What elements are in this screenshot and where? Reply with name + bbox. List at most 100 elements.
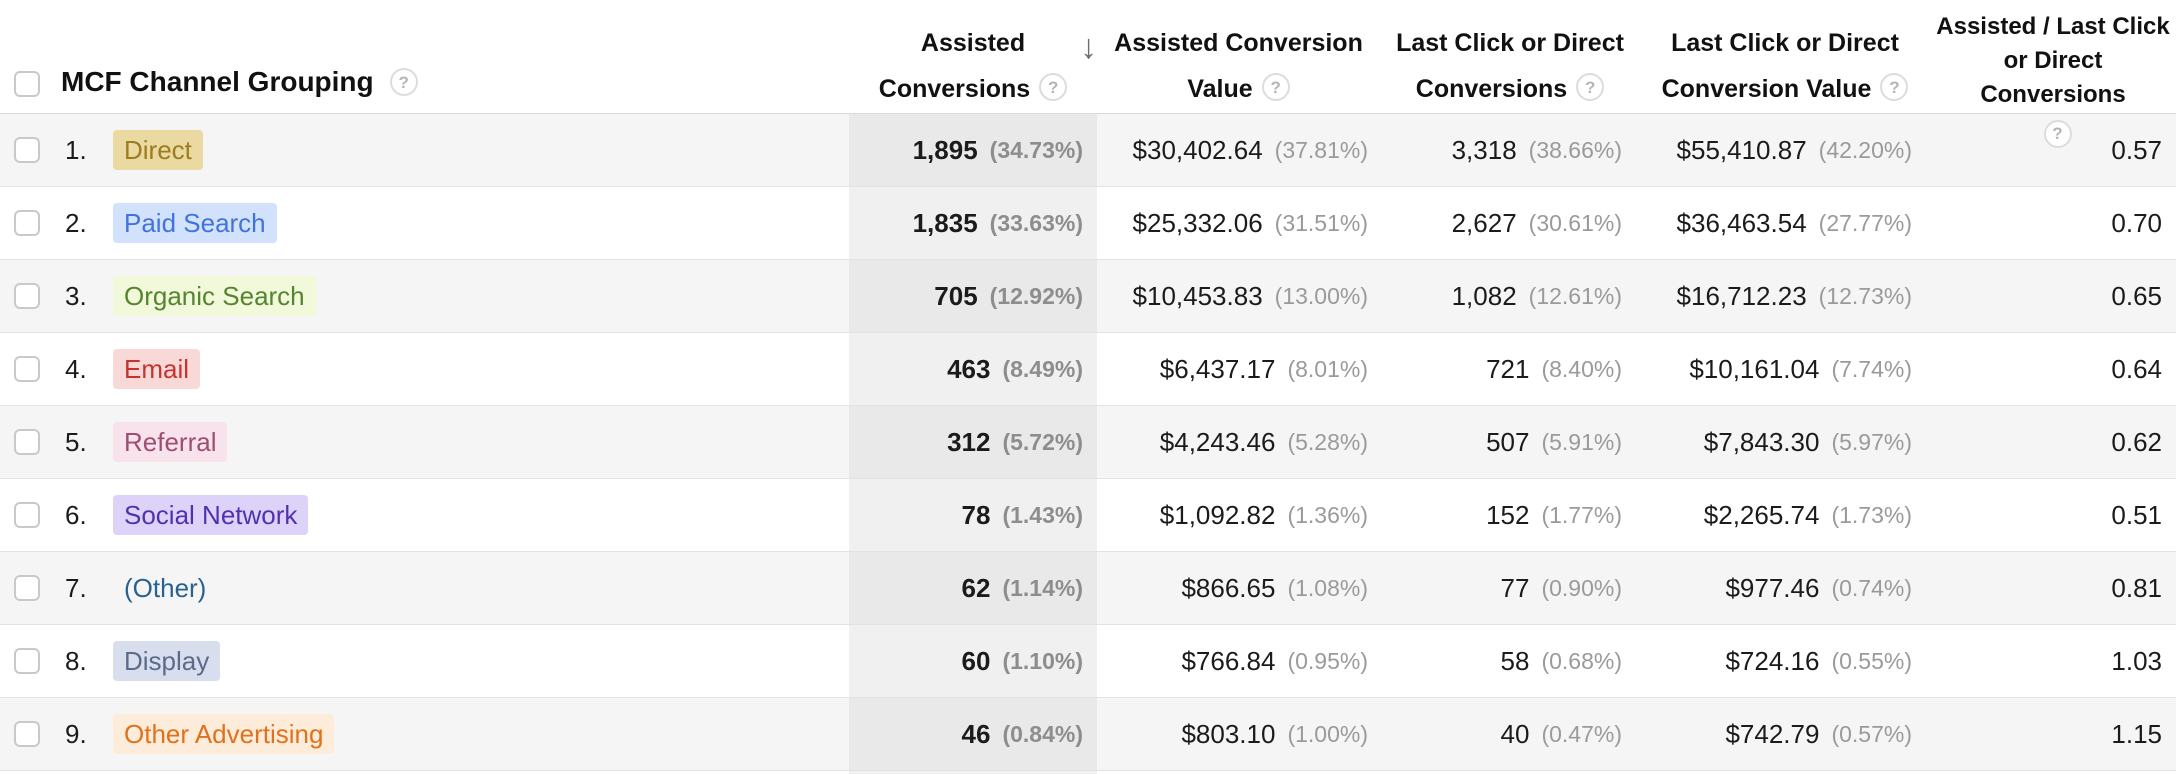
assisted-conversion-value-cell: $1,092.82 (1.36%) bbox=[1097, 479, 1380, 551]
assisted-conversion-value-cell: $803.10 (1.00%) bbox=[1097, 698, 1380, 770]
last-click-conversions-cell: 721 (8.40%) bbox=[1380, 333, 1640, 405]
assisted-conversions-pct: (0.84%) bbox=[1002, 720, 1083, 747]
ratio-value: 0.65 bbox=[2111, 280, 2162, 311]
last-click-conversion-value: $36,463.54 bbox=[1676, 207, 1807, 238]
row-checkbox[interactable] bbox=[14, 429, 40, 455]
channel-chip: Referral bbox=[113, 422, 228, 462]
assisted-conversions-value: 46 bbox=[961, 718, 991, 749]
last-click-conversion-value-cell: $724.16 (0.55%) bbox=[1640, 625, 1930, 697]
last-click-conversions-header-cell[interactable]: Last Click or Direct Conversions? bbox=[1380, 0, 1640, 113]
help-icon[interactable]: ? bbox=[2043, 119, 2072, 148]
last-click-conversions-pct: (38.66%) bbox=[1528, 136, 1622, 163]
help-icon[interactable]: ? bbox=[1261, 73, 1290, 102]
last-click-conversions-pct: (12.61%) bbox=[1528, 282, 1622, 309]
last-click-conversion-value-cell: $10,161.04 (7.74%) bbox=[1640, 333, 1930, 405]
assisted-conversion-value-header-cell[interactable]: Assisted Conversion Value? bbox=[1097, 0, 1380, 113]
table-row: 6. Social Network 78 (1.43%) $1,092.82 (… bbox=[0, 479, 2176, 552]
channel-chip: Email bbox=[113, 349, 201, 389]
ratio-value: 0.64 bbox=[2111, 353, 2162, 384]
last-click-conversions-pct: (8.40%) bbox=[1541, 355, 1622, 382]
assisted-conversions-value: 62 bbox=[961, 572, 991, 603]
assisted-conversions-cell: 60 (1.10%) bbox=[849, 625, 1097, 697]
assisted-conversion-value-pct: (31.51%) bbox=[1274, 209, 1368, 236]
last-click-conversion-value-cell: $16,712.23 (12.73%) bbox=[1640, 260, 1930, 332]
row-checkbox[interactable] bbox=[14, 210, 40, 236]
ratio-cell: 0.64 bbox=[1930, 333, 2176, 405]
channel-cell: 5. Referral bbox=[0, 406, 849, 478]
last-click-conversions-cell: 58 (0.68%) bbox=[1380, 625, 1640, 697]
row-checkbox[interactable] bbox=[14, 502, 40, 528]
channel-chip: Organic Search bbox=[113, 276, 316, 316]
last-click-conversions-cell: 1,082 (12.61%) bbox=[1380, 260, 1640, 332]
channel-grouping-header-label: MCF Channel Grouping bbox=[61, 66, 374, 97]
assisted-conversions-pct: (8.49%) bbox=[1002, 355, 1083, 382]
last-click-conversions-cell: 2,627 (30.61%) bbox=[1380, 187, 1640, 259]
assisted-conversions-header-cell[interactable]: Assisted Conversions? ↓ bbox=[849, 0, 1097, 113]
ratio-header-cell[interactable]: Assisted / Last Click or Direct Conversi… bbox=[1930, 0, 2176, 148]
row-number: 1. bbox=[65, 134, 87, 165]
help-icon[interactable]: ? bbox=[1880, 73, 1909, 102]
last-click-conversion-value: $724.16 bbox=[1725, 645, 1820, 676]
row-number: 4. bbox=[65, 353, 87, 384]
channel-grouping-header-cell[interactable]: MCF Channel Grouping ? bbox=[0, 0, 849, 113]
ratio-cell: 1.15 bbox=[1930, 698, 2176, 770]
assisted-conversions-value: 1,835 bbox=[912, 207, 978, 238]
assisted-conversion-value: $1,092.82 bbox=[1159, 499, 1276, 530]
last-click-conversions-pct: (0.68%) bbox=[1541, 647, 1622, 674]
assisted-conversions-pct: (34.73%) bbox=[989, 136, 1083, 163]
last-click-conversions-value: 2,627 bbox=[1451, 207, 1517, 238]
last-click-conversion-value: $16,712.23 bbox=[1676, 280, 1807, 311]
row-checkbox[interactable] bbox=[14, 356, 40, 382]
channel-cell: 6. Social Network bbox=[0, 479, 849, 551]
row-number: 5. bbox=[65, 426, 87, 457]
ratio-value: 0.81 bbox=[2111, 572, 2162, 603]
last-click-conversion-value-pct: (7.74%) bbox=[1831, 355, 1912, 382]
help-icon[interactable]: ? bbox=[1039, 73, 1068, 102]
row-checkbox[interactable] bbox=[14, 137, 40, 163]
last-click-conversion-value-cell: $2,265.74 (1.73%) bbox=[1640, 479, 1930, 551]
last-click-conversions-header-line2: Conversions bbox=[1415, 75, 1568, 103]
assisted-conversion-value: $25,332.06 bbox=[1132, 207, 1263, 238]
help-icon[interactable]: ? bbox=[1576, 73, 1605, 102]
ratio-cell: 1.03 bbox=[1930, 625, 2176, 697]
assisted-conversions-header-line2: Conversions bbox=[878, 75, 1031, 103]
row-checkbox[interactable] bbox=[14, 575, 40, 601]
last-click-conversion-value-cell: $7,843.30 (5.97%) bbox=[1640, 406, 1930, 478]
assisted-conversion-value-cell: $10,453.83 (13.00%) bbox=[1097, 260, 1380, 332]
row-number: 9. bbox=[65, 718, 87, 749]
last-click-conversions-value: 77 bbox=[1500, 572, 1530, 603]
last-click-conversion-value: $10,161.04 bbox=[1689, 353, 1820, 384]
last-click-conversion-value-pct: (5.97%) bbox=[1831, 428, 1912, 455]
row-checkbox[interactable] bbox=[14, 648, 40, 674]
last-click-conversion-value: $55,410.87 bbox=[1676, 134, 1807, 165]
last-click-conversions-value: 721 bbox=[1486, 353, 1530, 384]
assisted-conversions-value: 60 bbox=[961, 645, 991, 676]
ratio-value: 0.62 bbox=[2111, 426, 2162, 457]
table-row: 9. Other Advertising 46 (0.84%) $803.10 … bbox=[0, 698, 2176, 771]
row-checkbox[interactable] bbox=[14, 283, 40, 309]
channel-chip: Direct bbox=[113, 130, 203, 170]
select-all-checkbox[interactable] bbox=[14, 71, 40, 97]
ratio-header-line2: or Direct Conversions bbox=[1980, 47, 2126, 108]
ratio-value: 1.15 bbox=[2111, 718, 2162, 749]
channel-cell: 1. Direct bbox=[0, 114, 849, 186]
assisted-conversion-value-cell: $6,437.17 (8.01%) bbox=[1097, 333, 1380, 405]
channel-cell: 9. Other Advertising bbox=[0, 698, 849, 770]
table-row-partial bbox=[0, 771, 2176, 774]
assisted-conversion-value: $4,243.46 bbox=[1159, 426, 1276, 457]
assisted-conversion-value-cell: $30,402.64 (37.81%) bbox=[1097, 114, 1380, 186]
channel-cell: 3. Organic Search bbox=[0, 260, 849, 332]
ratio-cell: 0.62 bbox=[1930, 406, 2176, 478]
last-click-conversions-pct: (0.47%) bbox=[1541, 720, 1622, 747]
channel-cell: 7. (Other) bbox=[0, 552, 849, 624]
row-checkbox[interactable] bbox=[14, 721, 40, 747]
help-icon[interactable]: ? bbox=[389, 68, 418, 96]
channel-cell: 8. Display bbox=[0, 625, 849, 697]
assisted-conversions-value: 312 bbox=[947, 426, 991, 457]
last-click-conversions-cell: 77 (0.90%) bbox=[1380, 552, 1640, 624]
ratio-cell: 0.81 bbox=[1930, 552, 2176, 624]
assisted-conversions-cell: 78 (1.43%) bbox=[849, 479, 1097, 551]
assisted-conversion-value-pct: (1.08%) bbox=[1287, 574, 1368, 601]
assisted-conversions-cell: 1,835 (33.63%) bbox=[849, 187, 1097, 259]
last-click-conversion-value-header-cell[interactable]: Last Click or Direct Conversion Value? bbox=[1640, 0, 1930, 113]
